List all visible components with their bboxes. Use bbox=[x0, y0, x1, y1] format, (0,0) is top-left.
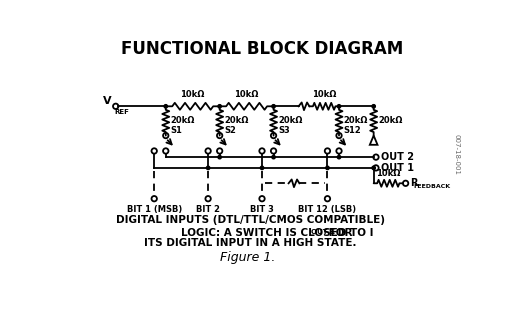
Text: 20kΩ: 20kΩ bbox=[379, 117, 403, 126]
Text: BIT 12 (LSB): BIT 12 (LSB) bbox=[298, 205, 356, 214]
Circle shape bbox=[218, 105, 221, 108]
Text: FEEDBACK: FEEDBACK bbox=[414, 184, 451, 189]
Text: 20kΩ: 20kΩ bbox=[344, 117, 368, 126]
Text: LOGIC: A SWITCH IS CLOSED TO I: LOGIC: A SWITCH IS CLOSED TO I bbox=[181, 227, 374, 237]
Text: S2: S2 bbox=[224, 126, 236, 135]
Text: DIGITAL INPUTS (DTL/TTL/CMOS COMPATIBLE): DIGITAL INPUTS (DTL/TTL/CMOS COMPATIBLE) bbox=[116, 215, 385, 225]
Text: REF: REF bbox=[114, 109, 129, 115]
Text: 10kΩ: 10kΩ bbox=[181, 91, 205, 100]
Text: S12: S12 bbox=[344, 126, 362, 135]
Circle shape bbox=[164, 105, 167, 108]
Circle shape bbox=[260, 166, 264, 170]
Circle shape bbox=[326, 166, 329, 170]
Text: 10kΩ: 10kΩ bbox=[234, 91, 259, 100]
Text: V: V bbox=[103, 96, 112, 106]
Circle shape bbox=[372, 166, 375, 170]
Text: S1: S1 bbox=[170, 126, 182, 135]
Text: OUT 1: OUT 1 bbox=[311, 229, 335, 235]
Text: 20kΩ: 20kΩ bbox=[224, 117, 249, 126]
Text: FUNCTIONAL BLOCK DIAGRAM: FUNCTIONAL BLOCK DIAGRAM bbox=[121, 40, 403, 58]
Text: OUT 2: OUT 2 bbox=[381, 152, 414, 162]
Circle shape bbox=[337, 105, 341, 108]
Text: BIT 3: BIT 3 bbox=[250, 205, 274, 214]
Circle shape bbox=[337, 155, 341, 159]
Circle shape bbox=[272, 155, 275, 159]
Text: ITS DIGITAL INPUT IN A HIGH STATE.: ITS DIGITAL INPUT IN A HIGH STATE. bbox=[144, 238, 357, 248]
Text: FOR: FOR bbox=[325, 227, 353, 237]
Text: 20kΩ: 20kΩ bbox=[170, 117, 195, 126]
Text: BIT 1 (MSB): BIT 1 (MSB) bbox=[127, 205, 182, 214]
Text: 10kΩ: 10kΩ bbox=[312, 91, 336, 100]
Text: Figure 1.: Figure 1. bbox=[220, 251, 275, 264]
Text: R: R bbox=[410, 178, 417, 187]
Circle shape bbox=[372, 105, 375, 108]
Circle shape bbox=[272, 105, 275, 108]
Text: OUT 1: OUT 1 bbox=[381, 163, 414, 173]
Text: S3: S3 bbox=[278, 126, 290, 135]
Text: 10kΩ: 10kΩ bbox=[376, 169, 401, 178]
Text: BIT 2: BIT 2 bbox=[196, 205, 220, 214]
Circle shape bbox=[218, 155, 221, 159]
Text: 007-18-001: 007-18-001 bbox=[453, 134, 459, 175]
Circle shape bbox=[207, 166, 210, 170]
Text: 20kΩ: 20kΩ bbox=[278, 117, 302, 126]
